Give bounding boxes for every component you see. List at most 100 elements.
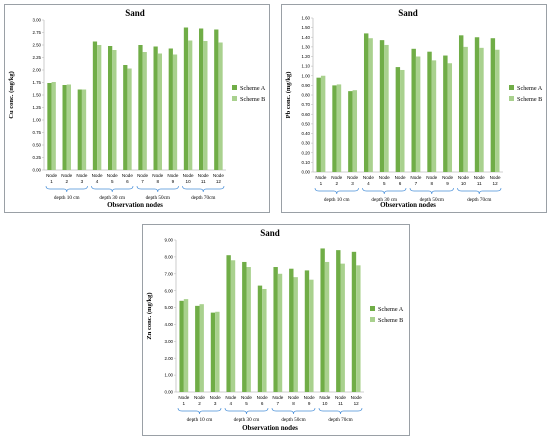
x-axis-label: Observation nodes [242, 424, 298, 432]
group-label: depth 70cm [328, 417, 352, 423]
y-tick-label: 2.25 [32, 55, 41, 60]
x-axis-label: Observation nodes [380, 201, 436, 209]
bar-scheme-b [183, 299, 189, 392]
x-tick-label: 4 [96, 179, 99, 184]
x-tick-label: 2 [198, 401, 201, 406]
bar-scheme-a [242, 261, 247, 392]
bar-scheme-a [168, 48, 173, 170]
bar-scheme-b [463, 46, 468, 172]
bar-scheme-b [495, 49, 500, 173]
x-tick-label: 3 [81, 179, 84, 184]
bar-scheme-a [199, 28, 204, 170]
x-tick-prefix: Node [194, 395, 205, 400]
bar-scheme-a [226, 255, 231, 392]
y-tick-label: 5.00 [164, 305, 173, 310]
chart-title: Sand [125, 8, 145, 18]
bar-scheme-b [352, 90, 358, 172]
x-tick-prefix: Node [122, 173, 133, 178]
chart-svg: Sand 0.00 0.25 0.50 0.75 1.00 1.25 1.50 1.75 2.00… [4, 4, 270, 213]
bar-scheme-a [92, 41, 98, 170]
y-tick-label: 1.00 [164, 373, 173, 378]
chart-svg: Sand 0.00 1.00 2.00 3.00 4.00 5.00 6.00 7.00 8.00… [142, 224, 410, 436]
y-tick-label: 0.00 [301, 170, 310, 175]
y-tick-label: 2.75 [32, 30, 41, 35]
y-axis-label: Zn conc. (mg/kg) [146, 292, 153, 339]
cu-chart-panel: Sand 0.00 0.25 0.50 0.75 1.00 1.25 1.50 1.75 2.00… [4, 4, 270, 213]
y-tick-label: 2.50 [32, 43, 41, 48]
y-tick-label: 1.25 [32, 105, 41, 110]
bar-scheme-b [172, 54, 178, 170]
bar-scheme-b [66, 84, 71, 170]
x-tick-prefix: Node [410, 175, 421, 180]
x-tick-prefix: Node [183, 173, 194, 178]
bar-scheme-b [384, 44, 389, 173]
bar-scheme-b [277, 273, 283, 392]
x-tick-label: 11 [338, 401, 343, 406]
x-tick-label: 5 [111, 179, 114, 184]
x-tick-label: 8 [292, 401, 295, 406]
y-tick-label: 9.00 [164, 238, 173, 243]
bar-scheme-b [112, 50, 117, 170]
legend-label: Scheme B [378, 317, 403, 324]
y-tick-label: 2.00 [32, 68, 41, 73]
x-tick-label: 9 [172, 179, 175, 184]
bar-scheme-a [316, 77, 321, 172]
y-tick-label: 0.30 [301, 141, 310, 146]
x-tick-label: 7 [415, 181, 418, 186]
bar-scheme-a [351, 251, 357, 392]
bar-scheme-b [415, 56, 421, 172]
y-tick-label: 7.00 [164, 271, 173, 276]
y-tick-label: 0.50 [301, 121, 310, 126]
x-tick-label: 4 [367, 181, 370, 186]
bar-scheme-a [411, 48, 416, 172]
bar-scheme-a [289, 268, 294, 392]
group-label: depth 10 cm [54, 195, 80, 201]
bar-scheme-a [210, 312, 216, 392]
y-tick-label: 0.25 [32, 155, 41, 160]
x-tick-prefix: Node [107, 173, 118, 178]
bar-scheme-b [199, 304, 204, 392]
x-tick-prefix: Node [426, 175, 437, 180]
x-tick-prefix: Node [490, 175, 501, 180]
x-tick-label: 9 [308, 401, 311, 406]
bar-scheme-b [142, 52, 147, 170]
legend-swatch-scheme-b [509, 96, 514, 101]
group-label: depth 50cm [420, 197, 444, 203]
legend-swatch-scheme-a [232, 85, 237, 90]
group-brace [91, 185, 134, 193]
bar-scheme-a [183, 27, 189, 170]
x-tick-prefix: Node [315, 175, 326, 180]
x-tick-label: 11 [477, 181, 482, 186]
bar-scheme-a [304, 270, 310, 392]
legend-label: Scheme A [240, 85, 266, 92]
x-tick-prefix: Node [351, 395, 362, 400]
group-brace [318, 407, 363, 415]
bar-scheme-b [309, 279, 314, 392]
y-tick-label: 1.60 [301, 16, 310, 21]
y-tick-label: 3.00 [32, 18, 41, 23]
y-tick-label: 1.75 [32, 80, 41, 85]
bar-scheme-b [218, 42, 223, 170]
x-tick-prefix: Node [46, 173, 57, 178]
bar-scheme-a [474, 37, 480, 172]
x-tick-prefix: Node [213, 173, 224, 178]
x-tick-label: 1 [50, 179, 53, 184]
x-tick-prefix: Node [92, 173, 103, 178]
legend-label: Scheme A [378, 306, 404, 313]
y-tick-label: 2.00 [164, 356, 173, 361]
pb-chart-panel: Sand 0.00 0.10 0.20 0.30 0.40 0.50 0.60 0.70 0.80… [281, 4, 547, 213]
group-brace [271, 407, 316, 415]
x-tick-prefix: Node [395, 175, 406, 180]
x-tick-label: 10 [186, 179, 192, 184]
bar-scheme-a [490, 38, 496, 173]
x-tick-label: 7 [277, 401, 280, 406]
x-tick-prefix: Node [241, 395, 252, 400]
bar-scheme-a [443, 55, 448, 172]
y-tick-label: 0.90 [301, 83, 310, 88]
x-tick-prefix: Node [167, 173, 178, 178]
legend-label: Scheme B [517, 96, 542, 103]
group-brace [409, 187, 454, 195]
x-tick-label: 2 [65, 179, 68, 184]
bar-scheme-b [262, 288, 267, 392]
bar-scheme-b [340, 263, 345, 392]
